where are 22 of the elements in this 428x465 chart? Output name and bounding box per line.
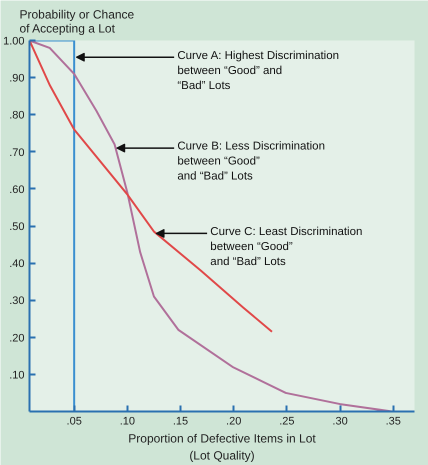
y-axis-title: Probability or Chance of Accepting a Lot [20,8,135,36]
x-axis-title: Proportion of Defective Items in Lot (Lot Quality) [128,432,316,462]
y-tick-label: .30 [9,295,25,308]
x-tick-label: .30 [332,416,348,428]
y-tick-label: .60 [9,184,25,196]
y-tick-label: .80 [9,110,25,122]
annotation: Curve A: Highest Discrimination between “Good” and “Bad” Lots [177,50,340,92]
y-tick-label: 1.00 [3,36,25,48]
x-tick-label: .15 [172,416,188,428]
x-tick-label: .25 [279,416,295,428]
x-tick-label: .10 [120,416,135,428]
y-tick-label: .20 [9,332,25,344]
x-tick-label: .05 [66,416,82,428]
x-tick-label: .20 [226,416,242,428]
y-tick-label: .90 [9,72,25,85]
annotation: Curve B: Less Discrimination between “Good” and “Bad” Lots [177,140,325,183]
y-tick-label: .70 [9,146,25,159]
y-tick-label: .50 [9,221,25,233]
annotation: Curve C: Least Discrimination between “Good” and “Bad” Lots [210,226,362,268]
y-tick-label: .10 [9,369,25,382]
y-tick-label: .40 [9,258,25,270]
x-tick-label: .35 [386,416,401,428]
